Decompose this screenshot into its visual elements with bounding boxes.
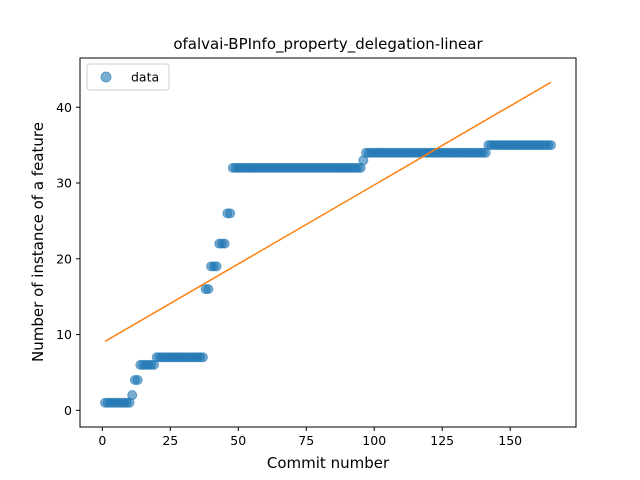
chart-title: ofalvai-BPInfo_property_delegation-linea… — [173, 35, 483, 54]
x-tick-label: 100 — [362, 433, 386, 448]
y-tick-label: 10 — [56, 327, 72, 342]
y-tick-label: 30 — [56, 176, 72, 191]
x-tick-label: 125 — [430, 433, 454, 448]
legend-box — [86, 63, 170, 91]
data-point — [219, 238, 230, 249]
y-tick-label: 40 — [56, 100, 72, 115]
axes-frame — [79, 57, 577, 428]
x-tick-label: 75 — [298, 433, 314, 448]
data-point — [545, 140, 556, 151]
data-point — [127, 390, 138, 401]
data-point — [197, 352, 208, 363]
data-point — [132, 375, 143, 386]
x-axis-label: Commit number — [267, 454, 390, 472]
x-tick-label: 25 — [162, 433, 178, 448]
legend: data — [86, 63, 170, 91]
x-tick-label: 0 — [98, 433, 106, 448]
fit-line — [104, 81, 552, 343]
y-axis-label: Number of instance of a feature — [29, 122, 47, 362]
plot-area — [100, 81, 556, 408]
legend-label-data: data — [131, 70, 159, 85]
data-point — [211, 261, 222, 272]
legend-marker-data — [100, 71, 112, 83]
x-tick-label: 150 — [498, 433, 522, 448]
y-tick-label: 0 — [64, 403, 72, 418]
data-point — [203, 284, 214, 295]
y-tick-label: 20 — [56, 251, 72, 266]
axes: 0 25 50 75 100 125 150 0 10 20 30 40 — [56, 57, 577, 448]
data-point — [225, 208, 236, 219]
x-tick-label: 50 — [230, 433, 246, 448]
